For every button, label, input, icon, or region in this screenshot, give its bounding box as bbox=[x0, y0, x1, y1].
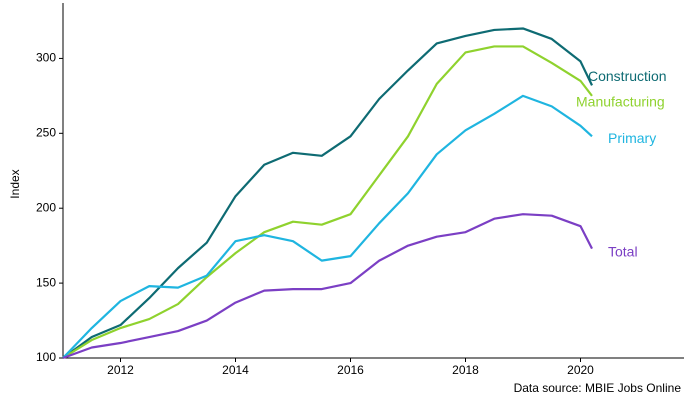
series-line bbox=[62, 45, 593, 359]
y-axis-label: Index bbox=[8, 169, 22, 198]
series-label: Manufacturing bbox=[576, 94, 665, 110]
series-label: Construction bbox=[588, 68, 667, 84]
source-note: Data source: MBIE Jobs Online bbox=[514, 381, 682, 395]
x-tick-label: 2016 bbox=[337, 363, 364, 377]
x-tick-label: 2012 bbox=[107, 363, 134, 377]
series-label: Primary bbox=[608, 130, 656, 146]
series-line bbox=[62, 213, 593, 360]
y-tick-label: 200 bbox=[36, 200, 56, 214]
x-tick-label: 2014 bbox=[222, 363, 249, 377]
series-label: Total bbox=[608, 243, 638, 259]
y-tick-label: 100 bbox=[36, 350, 56, 364]
y-tick-label: 300 bbox=[36, 51, 56, 65]
y-tick-label: 150 bbox=[36, 275, 56, 289]
x-tick-label: 2020 bbox=[567, 363, 594, 377]
series-line bbox=[62, 27, 593, 359]
series-line bbox=[62, 94, 593, 359]
y-tick-label: 250 bbox=[36, 125, 56, 139]
x-tick-label: 2018 bbox=[452, 363, 479, 377]
